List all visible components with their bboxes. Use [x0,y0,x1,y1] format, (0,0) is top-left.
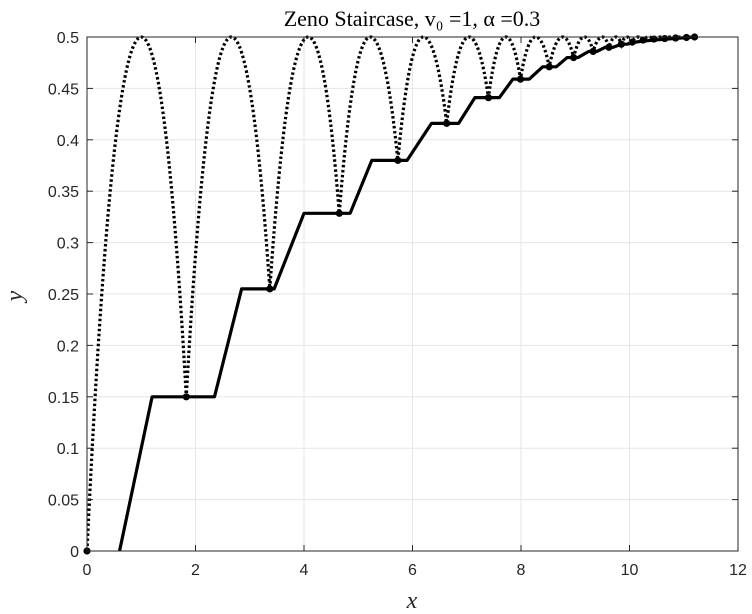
x-tick-label: 0 [83,562,92,579]
impact-point [570,53,578,62]
y-axis-label: y [2,290,28,303]
impact-point [617,40,625,48]
impact-point [672,34,680,42]
y-tick-label: 0.05 [48,493,79,510]
x-axis-label: x [406,588,418,614]
impact-point [516,75,525,83]
impact-point [682,33,691,42]
y-tick-label: 0.45 [48,81,79,98]
x-tick-label: 4 [300,562,309,579]
y-tick-label: 0.2 [57,338,79,355]
bounce-arc-series [87,35,695,552]
impact-point [443,119,451,127]
y-tick-label: 0.15 [48,390,79,407]
x-tick-label: 10 [621,562,639,579]
impact-point [484,94,493,102]
impact-point [605,43,613,51]
x-tick-label: 8 [517,562,526,579]
grid [86,36,739,552]
impact-point [335,209,343,217]
y-tick-label: 0.3 [57,236,79,253]
impact-point [266,285,274,293]
axes: 0 2 4 6 8 10 12 0 0.05 0.1 0.15 0.2 0.25 0.3 0.35 0.4 0.… [48,30,747,579]
x-tick-label: 6 [408,562,417,579]
y-tick-label: 0 [70,544,79,561]
y-tick-label: 0.1 [57,441,79,458]
impact-point [628,38,636,46]
impact-point [589,47,597,55]
x-tick-label: 12 [729,562,747,579]
impact-point [639,36,647,44]
impact-point [661,34,669,43]
y-tick-label: 0.4 [57,133,79,150]
x-tick-label: 2 [191,562,200,579]
plot-frame [86,36,739,552]
impact-point [545,63,553,71]
chart-title: Zeno Staircase, v₀ =1, α =0.3 [284,6,541,31]
impact-point [394,156,402,164]
y-tick-label: 0.25 [48,287,79,304]
y-tick-label: 0.5 [57,30,79,47]
y-tick-label: 0.35 [48,184,79,201]
impact-point [182,393,190,401]
